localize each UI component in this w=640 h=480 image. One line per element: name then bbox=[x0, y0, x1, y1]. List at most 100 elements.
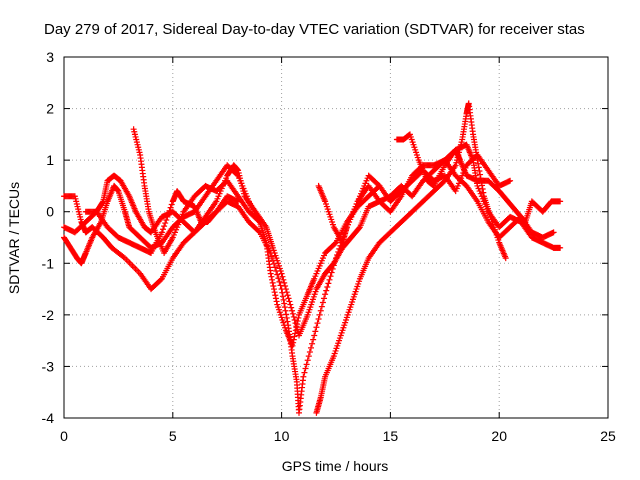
data-point-marker bbox=[319, 299, 326, 306]
data-point-marker bbox=[292, 320, 299, 327]
data-point-marker bbox=[376, 182, 383, 189]
data-point-marker bbox=[318, 303, 325, 310]
data-point-marker bbox=[325, 280, 332, 287]
data-point-marker bbox=[327, 273, 334, 280]
data-point-marker bbox=[315, 315, 322, 322]
data-point-marker bbox=[282, 286, 289, 293]
data-point-marker bbox=[279, 293, 286, 300]
data-point-marker bbox=[269, 276, 276, 283]
data-point-marker bbox=[302, 365, 309, 372]
data-point-marker bbox=[280, 296, 287, 303]
grid-lines bbox=[64, 57, 608, 418]
data-point-marker bbox=[256, 219, 263, 226]
data-point-marker bbox=[290, 313, 297, 320]
series-track-5 bbox=[315, 172, 383, 246]
data-point-marker bbox=[163, 216, 170, 223]
data-point-marker bbox=[311, 332, 318, 339]
data-point-marker bbox=[291, 317, 298, 324]
data-point-marker bbox=[276, 278, 283, 285]
data-point-marker bbox=[477, 171, 484, 178]
x-tick-label: 5 bbox=[169, 428, 177, 444]
data-point-marker bbox=[475, 160, 482, 167]
data-point-marker bbox=[303, 361, 310, 368]
data-point-marker bbox=[306, 348, 313, 355]
series-track-6 bbox=[313, 100, 509, 416]
data-point-marker bbox=[270, 286, 277, 293]
data-point-marker bbox=[322, 291, 329, 298]
data-point-marker bbox=[283, 311, 290, 318]
data-point-marker bbox=[282, 282, 289, 289]
y-tick-label: -3 bbox=[42, 358, 55, 374]
data-point-marker bbox=[272, 292, 279, 299]
data-point-marker bbox=[255, 217, 262, 224]
data-point-marker bbox=[288, 304, 295, 311]
data-point-marker bbox=[160, 226, 167, 233]
data-point-marker bbox=[281, 300, 288, 307]
data-point-marker bbox=[168, 201, 175, 208]
y-tick-label: 3 bbox=[46, 49, 54, 65]
axis-ticks bbox=[63, 56, 609, 419]
data-point-marker bbox=[158, 229, 165, 236]
data-point-marker bbox=[285, 295, 292, 302]
data-point-marker bbox=[157, 276, 164, 283]
y-axis-label: SDTVAR / TECUs bbox=[6, 182, 22, 294]
data-point-marker bbox=[273, 298, 280, 305]
x-tick-label: 0 bbox=[60, 428, 68, 444]
data-point-marker bbox=[286, 298, 293, 305]
data-point-marker bbox=[269, 279, 276, 286]
data-point-marker bbox=[309, 340, 316, 347]
data-point-marker bbox=[270, 282, 277, 289]
x-tick-label: 15 bbox=[383, 428, 399, 444]
data-point-marker bbox=[507, 177, 514, 184]
data-point-marker bbox=[550, 229, 557, 236]
data-point-marker bbox=[280, 276, 287, 283]
data-point-marker bbox=[275, 275, 282, 282]
data-point-marker bbox=[281, 304, 288, 311]
data-point-marker bbox=[480, 189, 487, 196]
data-point-marker bbox=[165, 210, 172, 217]
data-point-marker bbox=[326, 276, 333, 283]
data-point-marker bbox=[164, 213, 171, 220]
plot-frame bbox=[63, 56, 609, 419]
data-point-marker bbox=[356, 225, 363, 232]
data-point-marker bbox=[272, 295, 279, 302]
data-point-marker bbox=[324, 284, 331, 291]
x-axis-label: GPS time / hours bbox=[282, 458, 389, 474]
data-point-marker bbox=[557, 244, 564, 251]
data-point-marker bbox=[476, 167, 483, 174]
data-point-marker bbox=[99, 199, 106, 206]
data-point-marker bbox=[300, 373, 307, 380]
data-point-marker bbox=[475, 164, 482, 171]
data-point-marker bbox=[305, 353, 312, 360]
data-point-marker bbox=[290, 339, 297, 346]
data-point-marker bbox=[328, 269, 335, 276]
series-track-4 bbox=[130, 126, 263, 256]
data-point-marker bbox=[289, 307, 296, 314]
data-point-marker bbox=[289, 310, 296, 317]
data-point-marker bbox=[283, 289, 290, 296]
data-point-marker bbox=[278, 270, 285, 277]
data-point-marker bbox=[474, 157, 481, 164]
data-point-marker bbox=[317, 307, 324, 314]
data-point-marker bbox=[375, 181, 382, 188]
data-point-marker bbox=[293, 323, 300, 330]
data-point-marker bbox=[291, 333, 298, 340]
y-tick-label: -1 bbox=[42, 255, 55, 271]
axis-tick-labels: 0 5 10 15 20 25 -4 -3 -2 -1 0 1 2 3 bbox=[42, 49, 616, 444]
data-point-marker bbox=[162, 220, 169, 227]
data-point-marker bbox=[271, 289, 278, 296]
data-point-marker bbox=[268, 273, 275, 280]
data-point-marker bbox=[268, 253, 275, 260]
data-point-marker bbox=[304, 357, 311, 364]
data-point-marker bbox=[307, 344, 314, 351]
data-point-marker bbox=[289, 342, 296, 349]
data-point-marker bbox=[310, 336, 317, 343]
data-point-marker bbox=[274, 271, 281, 278]
data-point-marker bbox=[321, 295, 328, 302]
data-point-marker bbox=[316, 311, 323, 318]
x-tick-label: 25 bbox=[600, 428, 616, 444]
x-tick-label: 20 bbox=[491, 428, 507, 444]
data-point-marker bbox=[287, 301, 294, 308]
y-tick-label: 1 bbox=[46, 152, 54, 168]
